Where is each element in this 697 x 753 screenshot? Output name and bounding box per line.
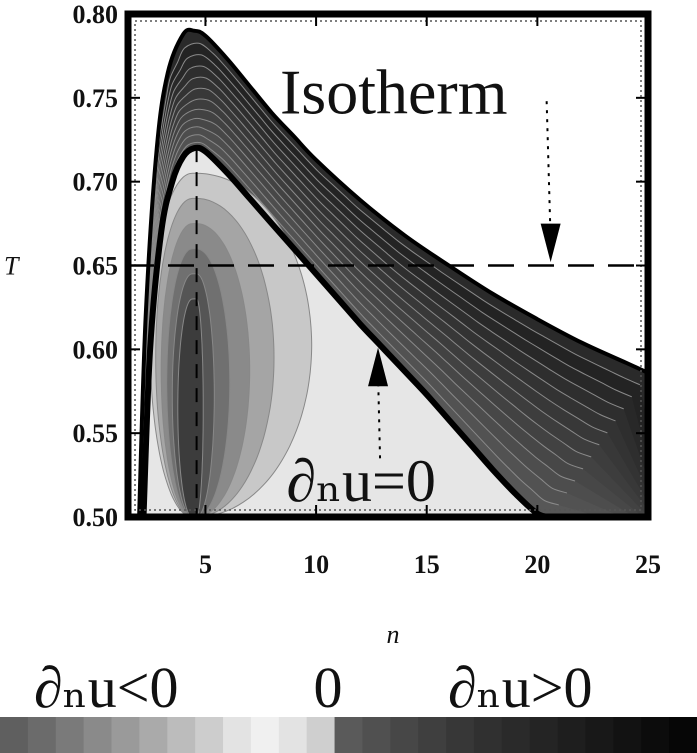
legend-left-label: ∂ₙu<0 [34,655,178,720]
x-tick-label: 20 [524,550,550,579]
colorbar-swatch [641,717,670,753]
colorbar-swatch [306,717,336,753]
y-tick-label: 0.70 [73,168,119,197]
colorbar-swatch [139,717,168,753]
colorbar-swatch [529,717,559,753]
x-tick-label: 15 [414,550,440,579]
isotherm-label: Isotherm [280,56,508,127]
colorbar-swatch [195,717,224,753]
colorbar-swatch [501,717,531,753]
du-zero-arrow-head [368,347,389,387]
colorbar-swatch [111,717,140,753]
y-axis-label: T [4,252,20,281]
legend-right-label: ∂ₙu>0 [448,655,592,720]
colorbar-swatch [613,717,642,753]
colorbar-swatch [55,717,85,753]
outer-envelope-curve [137,27,648,517]
y-tick-label: 0.65 [73,252,119,281]
contour-layers [137,27,648,517]
legend-center-label: 0 [314,655,343,720]
colorbar-swatch [223,717,252,753]
colorbar-swatch [418,717,447,753]
colorbar-swatch [83,717,113,753]
isotherm-arrow-head [540,223,561,263]
axes: 0.50 0.55 0.60 0.65 0.70 0.75 0.80 5 10 15 20 25 Tn [4,0,661,649]
colorbar-swatch [278,717,308,753]
y-tick-label: 0.50 [73,503,119,532]
x-tick-label: 5 [199,550,212,579]
colorbar-swatch [446,717,475,753]
colorbar-swatch [557,717,587,753]
x-tick-label: 25 [635,550,661,579]
y-tick-label: 0.55 [73,419,119,448]
colorbar-swatch [362,717,391,753]
y-tick-label: 0.60 [73,335,119,364]
colorbar-swatch [585,717,614,753]
y-tick-label: 0.75 [73,84,119,113]
colorbar-swatch [27,717,57,753]
colorbar-swatch [0,717,29,753]
x-tick-label: 10 [303,550,329,579]
x-axis-label: n [387,620,400,649]
y-tick-label: 0.80 [73,0,119,29]
colorbar-swatch [334,717,364,753]
colorbar-swatch [390,717,419,753]
colorbar-swatch [250,717,280,753]
colorbar-swatch [669,717,697,753]
plot-area: Isotherm ∂ₙu=0 [128,14,648,517]
legend: ∂ₙu<0 0 ∂ₙu>0 [0,655,697,753]
colorbar-swatch [167,717,196,753]
colorbar-swatch [473,717,503,753]
du-zero-label: ∂ₙu=0 [286,448,435,514]
negative-lobe-5 [177,298,204,517]
